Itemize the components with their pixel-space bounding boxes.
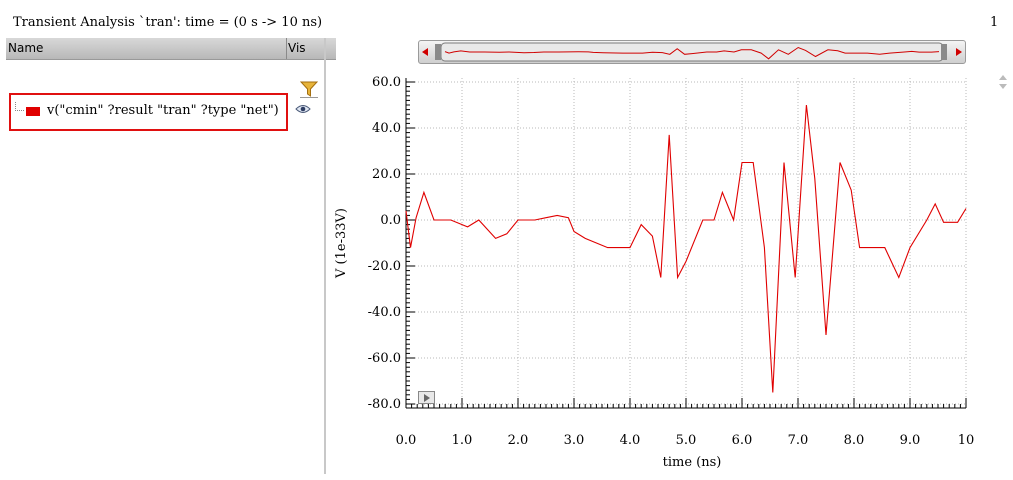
x-tick-label: 7.0	[788, 433, 809, 448]
x-tick-label: 0.0	[396, 433, 417, 448]
signal-label[interactable]: v("cmin" ?result "tran" ?type "net")	[47, 103, 279, 118]
x-tick-label: 5.0	[676, 433, 697, 448]
header-vis[interactable]: Vis	[288, 41, 306, 55]
y-tick-label: 20.0	[372, 167, 401, 182]
x-tick-label: 6.0	[732, 433, 753, 448]
x-tick-label: 8.0	[844, 433, 865, 448]
play-icon[interactable]	[418, 391, 435, 404]
grid	[405, 78, 967, 408]
y-tick-label: 40.0	[372, 121, 401, 136]
y-tick-label: -40.0	[368, 305, 401, 320]
scroll-arrows-icon[interactable]	[996, 72, 1010, 92]
filter-icon[interactable]	[300, 80, 318, 98]
signal-row[interactable]: v("cmin" ?result "tran" ?type "net")	[9, 93, 288, 131]
x-tick-labels: 0.0 1.0 2.0 3.0 4.0 5.0 6.0 7.0 8.0 9.0 10	[396, 433, 975, 448]
y-tick-labels: 60.0 40.0 20.0 0.0 -20.0 -40.0 -60.0 -80.0	[368, 75, 401, 412]
x-tick-label: 2.0	[508, 433, 529, 448]
panel-splitter[interactable]	[324, 38, 326, 474]
signal-color-swatch[interactable]	[26, 107, 40, 116]
header-separator[interactable]	[286, 38, 287, 59]
x-axis-title: time (ns)	[663, 455, 722, 470]
signal-panel: Name Vis	[6, 38, 336, 474]
window-title: Transient Analysis `tran': time = (0 s -…	[13, 15, 323, 30]
y-tick-label: 60.0	[372, 75, 401, 90]
y-tick-label: -20.0	[368, 259, 401, 274]
signal-list-header: Name Vis	[6, 38, 336, 60]
series-group	[405, 104, 967, 393]
x-tick-label: 10	[958, 433, 975, 448]
header-name[interactable]: Name	[8, 41, 44, 55]
eye-icon[interactable]	[295, 104, 311, 114]
tree-connector	[15, 102, 24, 111]
series-line[interactable]	[405, 104, 967, 393]
y-tick-label: -60.0	[368, 351, 401, 366]
y-axis-title: V (1e-33V)	[334, 208, 349, 279]
page-number: 1	[990, 15, 999, 30]
arrow-left-icon[interactable]	[419, 41, 431, 63]
y-tick-label: -80.0	[368, 397, 401, 412]
x-tick-label: 1.0	[452, 433, 473, 448]
y-tick-label: 0.0	[380, 213, 401, 228]
x-tick-label: 4.0	[620, 433, 641, 448]
overview-strip[interactable]	[419, 41, 965, 63]
time-scrollbar[interactable]	[418, 40, 966, 64]
axes	[405, 78, 966, 409]
x-tick-label: 3.0	[564, 433, 585, 448]
minor-ticks	[405, 81, 967, 408]
x-tick-label: 9.0	[900, 433, 921, 448]
overview-series-line	[444, 46, 940, 60]
arrow-right-icon[interactable]	[953, 41, 965, 63]
